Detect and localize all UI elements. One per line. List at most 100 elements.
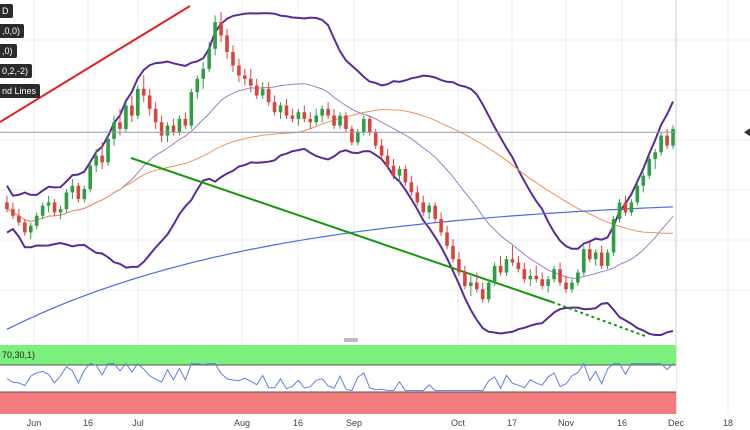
candle-body-31 <box>189 92 194 126</box>
x-tick-label-6: Oct <box>451 418 466 428</box>
candle-body-28 <box>171 125 176 133</box>
candle-body-7 <box>46 202 51 206</box>
trend-line-red <box>0 5 191 123</box>
candle-body-89 <box>534 275 539 280</box>
candle-body-30 <box>183 118 188 126</box>
candle-body-24 <box>147 95 152 109</box>
legend-bollinger[interactable]: ,0,0) <box>0 24 25 38</box>
x-tick-label-1: 16 <box>83 418 93 428</box>
x-tick-label-3: Aug <box>234 418 250 428</box>
candle-body-44 <box>266 88 271 103</box>
candle-body-16 <box>100 155 104 163</box>
trend-line-green-projection <box>551 301 646 337</box>
candle-body-80 <box>480 289 485 300</box>
candle-body-84 <box>504 259 509 273</box>
candle-body-70 <box>421 202 426 213</box>
bollinger-lower <box>6 147 674 336</box>
splitter-grip <box>344 338 358 342</box>
candle-body-35 <box>213 22 217 49</box>
candle-body-103 <box>617 202 622 220</box>
candle-body-108 <box>647 158 652 176</box>
candle-body-109 <box>653 152 657 159</box>
candle-body-46 <box>278 105 283 113</box>
candle-body-85 <box>510 259 515 263</box>
bollinger-bands <box>6 12 674 336</box>
rsi-label: 70,30,1) <box>2 350 35 360</box>
x-tick-label-0: Jun <box>27 418 42 428</box>
candle-body-65 <box>391 165 396 176</box>
candle-body-53 <box>320 108 324 116</box>
bollinger-upper <box>6 12 674 250</box>
x-tick-label-7: 17 <box>507 418 517 428</box>
candle-body-43 <box>260 88 265 96</box>
legend-trend-lines[interactable]: nd Lines <box>0 84 41 98</box>
candle-body-59 <box>356 132 360 143</box>
candle-body-63 <box>379 145 384 156</box>
candle-body-48 <box>290 115 295 119</box>
legend-symbol[interactable]: D <box>0 4 13 18</box>
candle-body-22 <box>136 88 140 116</box>
candle-body-79 <box>474 282 479 290</box>
candle-body-3 <box>23 222 27 233</box>
legend-envelope[interactable]: 0,2,-2) <box>0 64 33 78</box>
candle-body-72 <box>433 205 437 220</box>
rsi-oversold-zone <box>0 392 676 414</box>
candle-body-20 <box>124 105 128 129</box>
x-tick-label-2: Jul <box>132 418 144 428</box>
candle-body-77 <box>463 272 467 286</box>
candle-body-69 <box>415 192 420 203</box>
candle-body-76 <box>457 259 461 273</box>
candle-body-34 <box>207 48 211 69</box>
candle-body-68 <box>409 182 414 193</box>
trend-lines <box>0 5 646 337</box>
rsi-line <box>6 362 674 392</box>
candle-body-91 <box>546 279 550 286</box>
candle-body-96 <box>576 272 580 283</box>
x-tick-label-5: Sep <box>346 418 362 428</box>
pane-splitter[interactable] <box>344 338 358 342</box>
candle-body-57 <box>344 115 348 129</box>
candle-body-10 <box>64 192 69 210</box>
candle-body-90 <box>540 279 544 286</box>
candle-body-86 <box>516 262 521 270</box>
candle-body-33 <box>201 68 206 79</box>
candle-body-98 <box>587 249 592 260</box>
candle-body-25 <box>153 108 158 123</box>
candle-body-83 <box>498 265 503 273</box>
candle-body-52 <box>314 115 319 123</box>
candle-body-58 <box>350 128 354 143</box>
rsi-overbought-zone <box>0 345 676 365</box>
current-price-marker <box>0 128 750 137</box>
x-axis: Jun 16 Jul Aug 16 Sep Oct 17 Nov 16 Dec 18 <box>27 418 733 428</box>
candle-body-6 <box>40 205 45 216</box>
candle-body-17 <box>106 138 110 163</box>
candle-body-14 <box>88 165 93 190</box>
rsi-panel: 70,30,1) <box>0 345 676 414</box>
x-tick-label-8: Nov <box>558 418 575 428</box>
candle-body-82 <box>492 265 497 283</box>
candle-body-2 <box>17 215 21 223</box>
candle-body-74 <box>445 232 449 246</box>
candle-body-41 <box>248 78 253 86</box>
candle-body-101 <box>605 252 610 266</box>
candle-body-102 <box>611 219 616 253</box>
candle-body-100 <box>599 252 604 266</box>
rsi-neutral-zone <box>0 365 676 392</box>
x-tick-label-9: 16 <box>617 418 627 428</box>
candle-body-92 <box>552 269 556 280</box>
candle-body-106 <box>635 185 640 203</box>
candle-body-0 <box>5 202 9 210</box>
candle-body-111 <box>665 135 669 146</box>
candle-body-47 <box>284 105 289 116</box>
legend-sma[interactable]: ,0) <box>0 44 17 58</box>
candle-body-67 <box>403 169 408 183</box>
candle-body-107 <box>641 175 646 186</box>
candle-body-104 <box>623 202 628 213</box>
candle-body-19 <box>118 122 122 129</box>
candle-body-61 <box>367 118 372 133</box>
candle-body-56 <box>338 115 342 126</box>
candle-body-4 <box>28 225 33 233</box>
candle-body-93 <box>558 269 562 283</box>
candle-body-50 <box>302 112 307 119</box>
